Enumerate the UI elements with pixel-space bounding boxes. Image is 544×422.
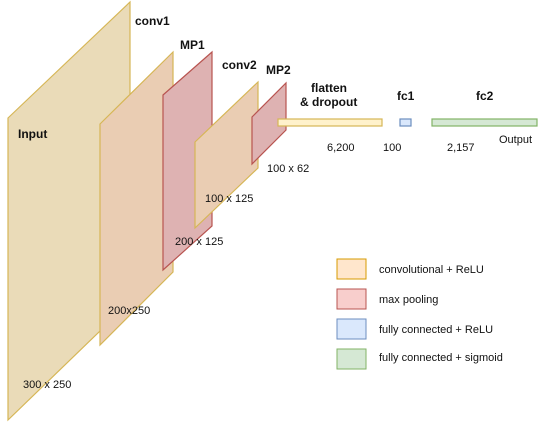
legend-swatch-pool bbox=[336, 288, 367, 310]
mp1-dims: 200 x 125 bbox=[175, 236, 223, 248]
conv1-layer-shape bbox=[99, 50, 174, 347]
flatten-label-line1: flatten bbox=[311, 81, 347, 95]
mp2-layer-shape bbox=[251, 81, 287, 166]
mp2-label: MP2 bbox=[266, 63, 291, 77]
mp2-dims: 100 x 62 bbox=[267, 163, 309, 175]
conv2-dims: 100 x 125 bbox=[205, 193, 253, 205]
legend-swatch-conv bbox=[336, 258, 367, 280]
legend-swatch-fc-relu bbox=[336, 318, 367, 340]
fc2-layer-shape bbox=[431, 118, 538, 127]
input-dims: 300 x 250 bbox=[23, 379, 71, 391]
fc1-label: fc1 bbox=[397, 89, 415, 103]
fc1-layer-shape bbox=[399, 118, 412, 127]
flatten-label-line2: & dropout bbox=[300, 95, 357, 109]
legend: convolutional + ReLU max pooling fully c… bbox=[336, 258, 503, 370]
conv2-layer-shape bbox=[194, 80, 259, 230]
fc2-dims: 2,157 bbox=[447, 142, 475, 154]
legend-label-conv: convolutional + ReLU bbox=[379, 264, 484, 276]
flatten-layer-shape bbox=[277, 118, 383, 127]
flatten-dims: 6,200 bbox=[327, 142, 355, 154]
output-label: Output bbox=[499, 134, 532, 146]
fc2-label: fc2 bbox=[476, 89, 494, 103]
mp1-label: MP1 bbox=[180, 38, 205, 52]
legend-swatch-fc-sigmoid bbox=[336, 348, 367, 370]
legend-label-fc-sigmoid: fully connected + sigmoid bbox=[379, 352, 503, 364]
input-label: Input bbox=[18, 127, 47, 141]
conv1-label: conv1 bbox=[135, 14, 170, 28]
legend-label-fc-relu: fully connected + ReLU bbox=[379, 324, 493, 336]
fc1-dims: 100 bbox=[383, 142, 401, 154]
conv1-dims: 200x250 bbox=[108, 305, 150, 317]
conv2-label: conv2 bbox=[222, 58, 257, 72]
legend-label-pool: max pooling bbox=[379, 294, 438, 306]
